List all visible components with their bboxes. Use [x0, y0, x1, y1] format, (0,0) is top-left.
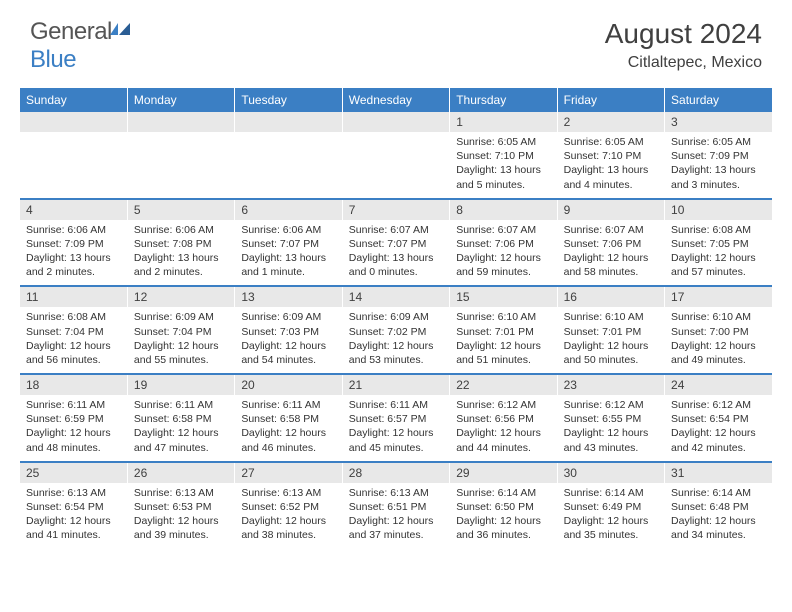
- day-content-row: Sunrise: 6:13 AMSunset: 6:54 PMDaylight:…: [20, 483, 772, 549]
- day-content-cell: Sunrise: 6:05 AMSunset: 7:09 PMDaylight:…: [665, 132, 772, 199]
- day-content-cell: Sunrise: 6:09 AMSunset: 7:04 PMDaylight:…: [127, 307, 234, 374]
- day-content-row: Sunrise: 6:08 AMSunset: 7:04 PMDaylight:…: [20, 307, 772, 374]
- day-header: Friday: [557, 88, 664, 112]
- day-content-cell: Sunrise: 6:13 AMSunset: 6:51 PMDaylight:…: [342, 483, 449, 549]
- day-content-row: Sunrise: 6:06 AMSunset: 7:09 PMDaylight:…: [20, 220, 772, 287]
- day-content-cell: Sunrise: 6:11 AMSunset: 6:57 PMDaylight:…: [342, 395, 449, 462]
- day-number-cell: [342, 112, 449, 132]
- day-number-cell: 7: [342, 199, 449, 220]
- day-content-cell: Sunrise: 6:14 AMSunset: 6:49 PMDaylight:…: [557, 483, 664, 549]
- day-number-cell: 11: [20, 286, 127, 307]
- day-content-cell: Sunrise: 6:09 AMSunset: 7:03 PMDaylight:…: [235, 307, 342, 374]
- day-content-cell: [20, 132, 127, 199]
- day-content-cell: Sunrise: 6:13 AMSunset: 6:52 PMDaylight:…: [235, 483, 342, 549]
- day-number-row: 11121314151617: [20, 286, 772, 307]
- logo: GeneralBlue: [30, 18, 132, 74]
- day-number-cell: 19: [127, 374, 234, 395]
- page-header: GeneralBlue August 2024 Citlaltepec, Mex…: [0, 0, 792, 82]
- day-content-cell: Sunrise: 6:06 AMSunset: 7:07 PMDaylight:…: [235, 220, 342, 287]
- day-content-cell: Sunrise: 6:09 AMSunset: 7:02 PMDaylight:…: [342, 307, 449, 374]
- day-number-cell: 3: [665, 112, 772, 132]
- day-content-cell: Sunrise: 6:10 AMSunset: 7:01 PMDaylight:…: [450, 307, 557, 374]
- day-number-cell: [127, 112, 234, 132]
- day-content-cell: Sunrise: 6:14 AMSunset: 6:48 PMDaylight:…: [665, 483, 772, 549]
- day-number-cell: [20, 112, 127, 132]
- day-number-row: 25262728293031: [20, 462, 772, 483]
- day-number-row: 123: [20, 112, 772, 132]
- day-content-cell: [127, 132, 234, 199]
- day-number-cell: 22: [450, 374, 557, 395]
- day-number-cell: 10: [665, 199, 772, 220]
- day-content-cell: Sunrise: 6:05 AMSunset: 7:10 PMDaylight:…: [450, 132, 557, 199]
- day-content-cell: Sunrise: 6:11 AMSunset: 6:59 PMDaylight:…: [20, 395, 127, 462]
- day-number-cell: 16: [557, 286, 664, 307]
- day-number-cell: 24: [665, 374, 772, 395]
- day-content-cell: Sunrise: 6:06 AMSunset: 7:08 PMDaylight:…: [127, 220, 234, 287]
- day-content-cell: Sunrise: 6:11 AMSunset: 6:58 PMDaylight:…: [235, 395, 342, 462]
- day-header: Saturday: [665, 88, 772, 112]
- day-number-cell: 23: [557, 374, 664, 395]
- day-content-cell: [235, 132, 342, 199]
- day-header: Thursday: [450, 88, 557, 112]
- day-number-cell: 4: [20, 199, 127, 220]
- day-number-cell: 20: [235, 374, 342, 395]
- day-number-cell: 14: [342, 286, 449, 307]
- day-number-cell: 31: [665, 462, 772, 483]
- day-content-cell: [342, 132, 449, 199]
- day-number-cell: 25: [20, 462, 127, 483]
- day-number-row: 18192021222324: [20, 374, 772, 395]
- day-content-cell: Sunrise: 6:12 AMSunset: 6:54 PMDaylight:…: [665, 395, 772, 462]
- day-number-cell: 15: [450, 286, 557, 307]
- day-number-cell: 1: [450, 112, 557, 132]
- day-content-cell: Sunrise: 6:07 AMSunset: 7:07 PMDaylight:…: [342, 220, 449, 287]
- day-content-cell: Sunrise: 6:10 AMSunset: 7:00 PMDaylight:…: [665, 307, 772, 374]
- day-content-cell: Sunrise: 6:07 AMSunset: 7:06 PMDaylight:…: [450, 220, 557, 287]
- day-content-cell: Sunrise: 6:11 AMSunset: 6:58 PMDaylight:…: [127, 395, 234, 462]
- day-content-cell: Sunrise: 6:08 AMSunset: 7:04 PMDaylight:…: [20, 307, 127, 374]
- calendar-table: Sunday Monday Tuesday Wednesday Thursday…: [20, 88, 772, 549]
- day-content-cell: Sunrise: 6:10 AMSunset: 7:01 PMDaylight:…: [557, 307, 664, 374]
- day-content-cell: Sunrise: 6:13 AMSunset: 6:53 PMDaylight:…: [127, 483, 234, 549]
- day-number-cell: 12: [127, 286, 234, 307]
- day-number-cell: 6: [235, 199, 342, 220]
- day-number-cell: 2: [557, 112, 664, 132]
- day-number-cell: 21: [342, 374, 449, 395]
- day-number-cell: [235, 112, 342, 132]
- day-content-cell: Sunrise: 6:07 AMSunset: 7:06 PMDaylight:…: [557, 220, 664, 287]
- logo-text-gray: General: [30, 18, 112, 45]
- day-number-cell: 5: [127, 199, 234, 220]
- day-content-cell: Sunrise: 6:14 AMSunset: 6:50 PMDaylight:…: [450, 483, 557, 549]
- day-number-cell: 13: [235, 286, 342, 307]
- day-content-cell: Sunrise: 6:06 AMSunset: 7:09 PMDaylight:…: [20, 220, 127, 287]
- day-header: Sunday: [20, 88, 127, 112]
- day-header: Wednesday: [342, 88, 449, 112]
- day-number-row: 45678910: [20, 199, 772, 220]
- day-number-cell: 8: [450, 199, 557, 220]
- day-number-cell: 27: [235, 462, 342, 483]
- day-content-cell: Sunrise: 6:12 AMSunset: 6:56 PMDaylight:…: [450, 395, 557, 462]
- day-content-row: Sunrise: 6:11 AMSunset: 6:59 PMDaylight:…: [20, 395, 772, 462]
- day-header: Monday: [127, 88, 234, 112]
- logo-text-blue: Blue: [30, 46, 76, 73]
- day-content-cell: Sunrise: 6:12 AMSunset: 6:55 PMDaylight:…: [557, 395, 664, 462]
- title-block: August 2024 Citlaltepec, Mexico: [605, 18, 762, 72]
- day-content-cell: Sunrise: 6:13 AMSunset: 6:54 PMDaylight:…: [20, 483, 127, 549]
- day-number-cell: 17: [665, 286, 772, 307]
- month-title: August 2024: [605, 18, 762, 50]
- day-number-cell: 30: [557, 462, 664, 483]
- day-number-cell: 28: [342, 462, 449, 483]
- day-number-cell: 18: [20, 374, 127, 395]
- day-content-row: Sunrise: 6:05 AMSunset: 7:10 PMDaylight:…: [20, 132, 772, 199]
- day-number-cell: 26: [127, 462, 234, 483]
- day-header-row: Sunday Monday Tuesday Wednesday Thursday…: [20, 88, 772, 112]
- day-number-cell: 29: [450, 462, 557, 483]
- logo-text: GeneralBlue: [30, 18, 132, 74]
- calendar-body: 123Sunrise: 6:05 AMSunset: 7:10 PMDaylig…: [20, 112, 772, 549]
- day-header: Tuesday: [235, 88, 342, 112]
- day-content-cell: Sunrise: 6:05 AMSunset: 7:10 PMDaylight:…: [557, 132, 664, 199]
- day-content-cell: Sunrise: 6:08 AMSunset: 7:05 PMDaylight:…: [665, 220, 772, 287]
- location-label: Citlaltepec, Mexico: [605, 54, 762, 72]
- day-number-cell: 9: [557, 199, 664, 220]
- logo-flag-icon: [110, 18, 132, 45]
